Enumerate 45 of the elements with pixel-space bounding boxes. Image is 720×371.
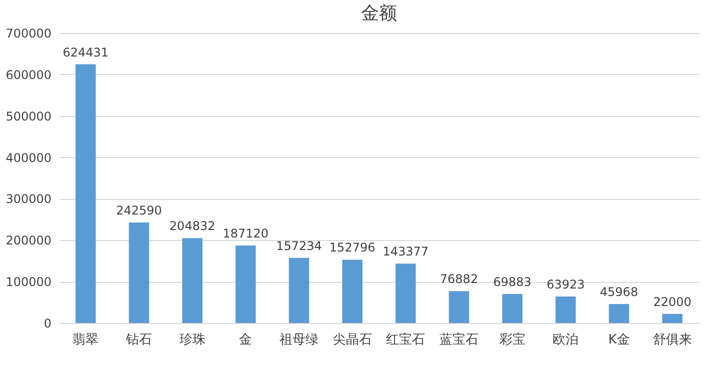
data-label: 624431	[62, 45, 109, 60]
bar	[662, 314, 682, 323]
y-tick-label: 600000	[6, 68, 52, 82]
x-tick-label: 红宝石	[386, 332, 426, 348]
bar	[128, 222, 150, 323]
bar	[502, 294, 522, 323]
data-label: 242590	[116, 204, 162, 218]
x-tick-label: 舒俱来	[652, 332, 692, 348]
data-label: 69883	[493, 275, 532, 290]
y-tick-label: 300000	[6, 192, 52, 206]
bar	[236, 245, 256, 323]
bar	[556, 296, 576, 323]
data-label: 22000	[653, 294, 692, 309]
y-tick-label: 400000	[6, 150, 52, 165]
y-tick-label: 200000	[6, 234, 52, 248]
data-label: 143377	[382, 244, 429, 259]
x-tick-label: 珍珠	[179, 332, 206, 348]
x-tick-label: 金	[239, 332, 252, 348]
bar	[608, 304, 630, 323]
data-label: 76882	[440, 272, 478, 286]
bar	[342, 260, 362, 323]
bar	[182, 238, 202, 323]
data-label: 152796	[329, 240, 376, 255]
x-tick-label: 蓝宝石	[440, 332, 478, 348]
bar	[288, 258, 310, 323]
y-tick-label: 700000	[6, 26, 52, 40]
x-tick-label: 欧泊	[552, 332, 579, 348]
x-tick-label: 彩宝	[499, 332, 526, 348]
x-tick-label: 祖母绿	[280, 332, 318, 348]
data-label: 204832	[169, 219, 216, 234]
data-label: 63923	[546, 278, 585, 292]
x-tick-label: K金	[608, 332, 630, 348]
chart-title: 金额	[361, 3, 397, 24]
y-tick-label: 100000	[6, 275, 52, 290]
x-tick-label: 翡翠	[72, 332, 99, 348]
data-label: 157234	[276, 238, 322, 253]
data-label: 187120	[222, 226, 269, 240]
bar	[448, 291, 470, 323]
data-label: 45968	[600, 284, 638, 299]
x-tick-label: 尖晶石	[332, 332, 372, 348]
bar	[396, 264, 416, 323]
x-tick-label: 钻石	[125, 332, 152, 348]
y-tick-label: 0	[44, 316, 52, 330]
bar	[76, 64, 96, 323]
y-tick-label: 500000	[6, 109, 52, 124]
